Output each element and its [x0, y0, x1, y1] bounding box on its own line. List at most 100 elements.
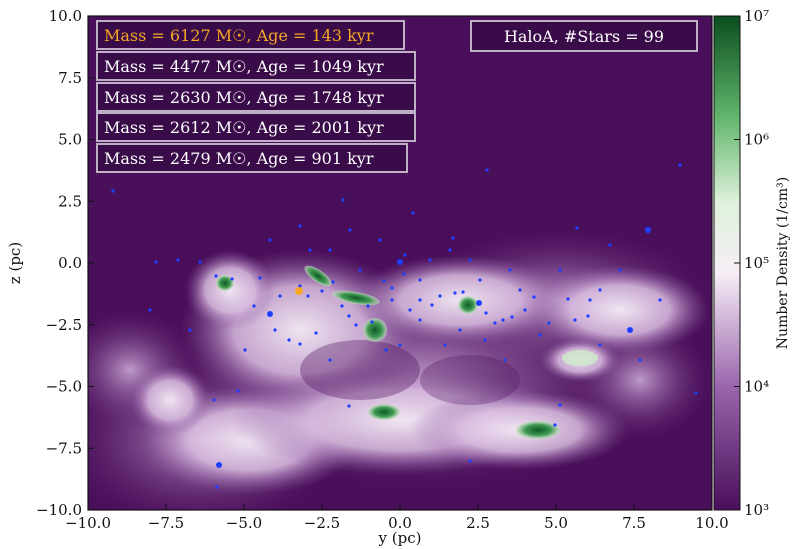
star-particle: [212, 398, 216, 402]
star-particle: [215, 485, 219, 489]
y-tick-label: 2.5: [58, 192, 82, 210]
star-particle: [267, 311, 273, 317]
star-particle: [608, 243, 612, 247]
y-tick-label: 10.0: [49, 7, 82, 25]
star-particle: [493, 321, 497, 325]
y-tick-label: −2.5: [46, 316, 82, 334]
star-particle: [501, 318, 505, 322]
star-particle: [366, 304, 370, 308]
x-axis-ticks: −10.0 −7.5 −5.0 −2.5 0.0 2.5 5.0 7.5 10.0: [65, 504, 729, 532]
star-particle: [341, 198, 345, 202]
star-particle: [451, 236, 455, 240]
star-particle: [658, 298, 662, 302]
star-particle: [678, 163, 682, 167]
legend-box-5-text: Mass = 2479 M☉, Age = 901 kyr: [104, 149, 374, 168]
star-particle: [573, 318, 577, 322]
star-particle: [298, 342, 302, 346]
star-particle: [518, 288, 522, 292]
star-particle: [484, 311, 488, 315]
star-particle: [478, 278, 482, 282]
star-particle: [418, 298, 422, 302]
star-particle: [148, 308, 152, 312]
dense-clumps: [216, 265, 598, 439]
star-particle: [390, 286, 394, 290]
gas-structure: [88, 230, 710, 510]
star-particle: [510, 315, 514, 319]
x-tick-label: −2.5: [304, 514, 340, 532]
x-tick-label: 7.5: [622, 514, 646, 532]
star-particle: [214, 274, 218, 278]
y-axis-label: z (pc): [6, 242, 24, 284]
star-particle: [566, 297, 570, 301]
legend-box-4-text: Mass = 2612 M☉, Age = 2001 kyr: [104, 118, 384, 137]
star-particle: [588, 298, 592, 302]
star-legend-boxes: Mass = 6127 M☉, Age = 143 kyr Mass = 447…: [96, 20, 416, 173]
star-particle: [575, 226, 579, 230]
colorbar-ticks: 10⁷ 10⁶ 10⁵ 10⁴ 10³: [734, 7, 769, 519]
y-axis-ticks: 10.0 7.5 5.0 2.5 0.0 −2.5 −5.0 −7.5 −10.0: [36, 7, 94, 519]
legend-box-2-text: Mass = 4477 M☉, Age = 1049 kyr: [104, 57, 384, 76]
star-particle: [306, 294, 310, 298]
star-particle: [298, 284, 302, 288]
star-particle: [243, 348, 247, 352]
y-tick-label: 5.0: [58, 131, 82, 149]
star-particle: [328, 248, 332, 252]
star-particle: [532, 295, 536, 299]
star-particle: [694, 391, 698, 395]
star-particle: [390, 298, 394, 302]
colorbar-label: Number Density (1/cm³): [775, 177, 791, 349]
star-particle: [328, 358, 332, 362]
star-particle: [598, 288, 602, 292]
colorbar-tick-label: 10³: [744, 501, 769, 519]
star-particle: [430, 303, 434, 307]
halo-info-text: HaloA, #Stars = 99: [504, 27, 664, 46]
star-particle: [176, 258, 180, 262]
colorbar-tick-label: 10⁶: [744, 131, 769, 149]
legend-box-2: Mass = 4477 M☉, Age = 1049 kyr: [96, 51, 416, 81]
star-particle: [476, 300, 482, 306]
star-particle: [384, 348, 388, 352]
star-particle: [314, 331, 318, 335]
colorbar-tick-label: 10⁷: [744, 7, 769, 25]
star-particle: [348, 228, 352, 232]
star-particle: [347, 314, 351, 318]
star-particle: [448, 248, 452, 252]
x-axis-label: y (pc): [378, 529, 422, 547]
legend-box-4: Mass = 2612 M☉, Age = 2001 kyr: [96, 112, 416, 142]
star-particle: [320, 289, 324, 293]
star-particle: [598, 343, 602, 347]
star-particle: [503, 358, 507, 362]
colorbar-tick-label: 10⁴: [744, 378, 769, 396]
star-particle: [538, 333, 542, 337]
x-tick-label: 0.0: [388, 514, 412, 532]
star-particle: [287, 338, 291, 342]
star-particle: [398, 343, 402, 347]
star-particle: [558, 403, 562, 407]
star-particle: [553, 423, 557, 427]
star-particle: [618, 268, 622, 272]
star-particle: [378, 238, 382, 242]
star-particle: [370, 320, 374, 324]
star-particle: [523, 308, 527, 312]
star-particle: [268, 238, 272, 242]
y-tick-label: −5.0: [46, 378, 82, 396]
star-particle: [547, 321, 551, 325]
star-particle: [331, 280, 335, 284]
star-particle: [411, 211, 415, 215]
star-particle: [403, 253, 407, 257]
star-particle: [340, 304, 344, 308]
y-tick-label: 7.5: [58, 69, 82, 87]
star-particle: [627, 327, 633, 333]
star-particle: [111, 189, 115, 193]
star-particle: [428, 258, 432, 262]
star-particle: [358, 268, 362, 272]
legend-box-1-text: Mass = 6127 M☉, Age = 143 kyr: [104, 26, 374, 45]
x-tick-label: −5.0: [226, 514, 262, 532]
stars-layer: [111, 163, 698, 489]
star-particle: [278, 294, 282, 298]
star-particle: [230, 277, 234, 281]
x-tick-label: −7.5: [148, 514, 184, 532]
star-particle: [397, 259, 403, 265]
star-particle: [382, 279, 386, 283]
